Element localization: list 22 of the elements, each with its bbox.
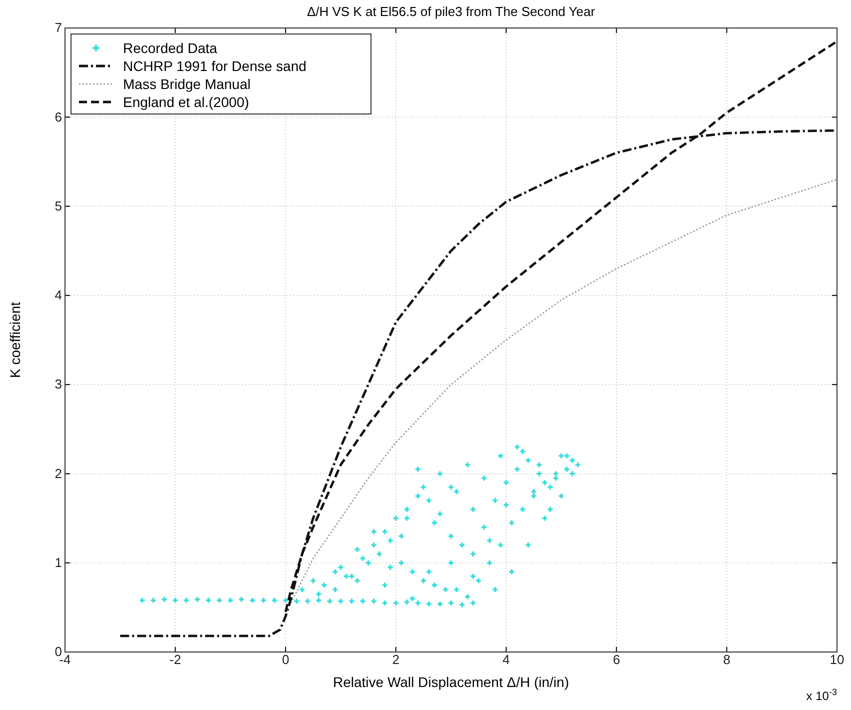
x-tick-label: 4 <box>502 652 510 668</box>
y-axis-title: K coefficient <box>7 302 23 378</box>
x-tick-label: -2 <box>170 652 182 668</box>
x-tick-label: 10 <box>830 652 844 668</box>
legend-label: Recorded Data <box>123 40 218 56</box>
x-tick-label: 0 <box>282 652 290 668</box>
y-tick-label: 7 <box>54 20 62 36</box>
y-tick-label: 3 <box>54 376 62 392</box>
x-tick-label: 2 <box>392 652 400 668</box>
legend-label: England et al.(2000) <box>123 94 250 110</box>
y-tick-label: 1 <box>54 555 62 570</box>
x-tick-label: 8 <box>723 652 730 668</box>
legend-label: NCHRP 1991 for Dense sand <box>123 58 306 74</box>
y-tick-label: 6 <box>54 109 62 124</box>
legend-label: Mass Bridge Manual <box>123 76 251 92</box>
x-tick-label: 6 <box>612 652 620 668</box>
y-tick-label: 4 <box>54 288 62 303</box>
text: x 10$^{-3}$ <box>806 687 837 703</box>
y-tick-label: 5 <box>54 198 62 214</box>
chart-title: Δ/H VS K at El56.5 of pile3 from The Second Year <box>306 4 596 19</box>
y-tick-label: 2 <box>54 466 62 481</box>
x-axis-title: Relative Wall Displacement Δ/H (in/in) <box>332 674 570 690</box>
